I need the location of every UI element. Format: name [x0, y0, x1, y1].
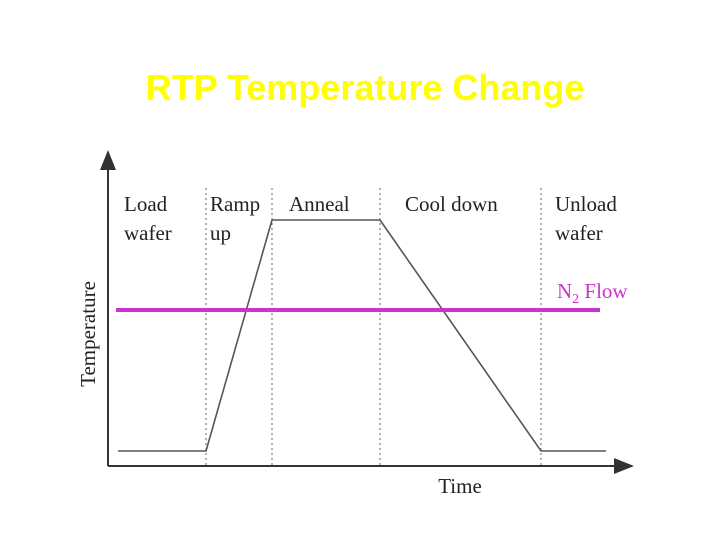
phase-ramp-line1: Ramp: [210, 192, 260, 216]
temperature-profile: [118, 219, 606, 452]
phase-cool-label: Cool down: [405, 192, 498, 216]
n2-flow-label-sub: 2: [572, 292, 579, 307]
phase-load-line1: Load: [124, 192, 168, 216]
phase-unload-line2: wafer: [555, 221, 603, 245]
phase-unload-line1: Unload: [555, 192, 617, 216]
n2-flow-label: N2 Flow: [557, 279, 628, 307]
n2-flow-label-rest: Flow: [579, 279, 628, 303]
slide-title: RTP Temperature Change: [145, 67, 585, 108]
x-axis-label: Time: [438, 474, 482, 498]
y-axis-label: Temperature: [76, 281, 100, 387]
n2-flow-label-main: N: [557, 279, 572, 303]
phase-anneal-label: Anneal: [289, 192, 350, 216]
phase-ramp-line2: up: [210, 221, 231, 245]
phase-load-line2: wafer: [124, 221, 172, 245]
